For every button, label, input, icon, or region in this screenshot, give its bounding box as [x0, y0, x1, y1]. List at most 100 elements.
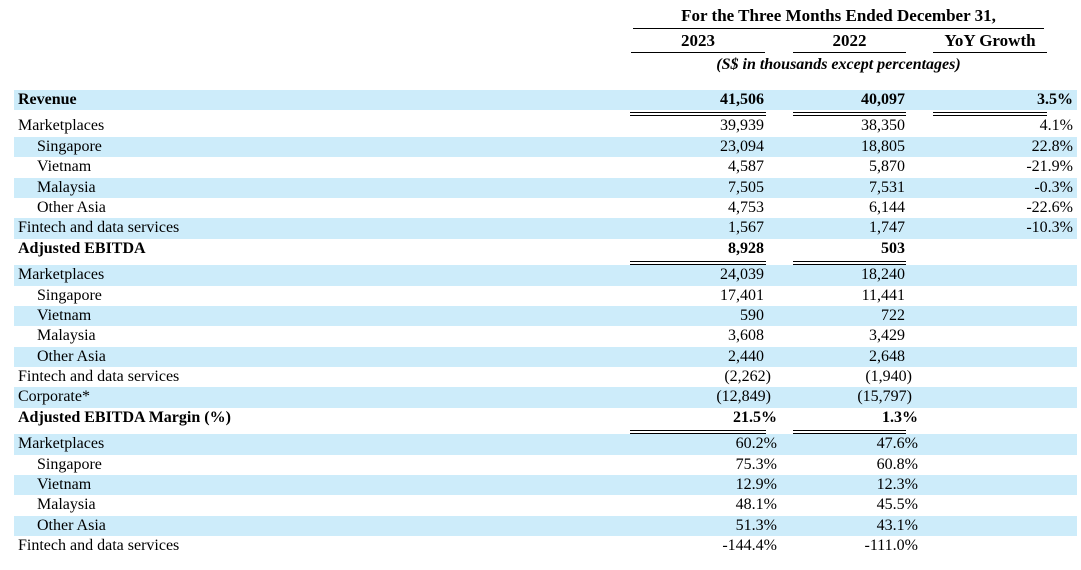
value-yoy	[905, 434, 1060, 454]
value-yoy: -22.6%	[1026, 198, 1073, 216]
row-label: Adjusted EBITDA Margin (%)	[18, 408, 231, 426]
row-label: Marketplaces	[18, 266, 105, 284]
row-label: Other Asia	[37, 198, 106, 216]
value-yoy	[905, 408, 1060, 428]
value-yoy: -10.3%	[1026, 219, 1073, 237]
value-2022: 40,097	[861, 91, 905, 108]
value-2022: 6,144	[869, 198, 905, 216]
value-2023: 12.9%	[735, 476, 777, 494]
value-2023: 48.1%	[735, 496, 777, 514]
row-right-padding	[1060, 387, 1077, 407]
table-row: Vietnam 4,587 5,870 -21.9%	[14, 157, 1077, 177]
row-right-padding	[1060, 137, 1077, 157]
value-yoy: -0.3%	[1034, 178, 1073, 196]
value-2023: 75.3%	[735, 455, 777, 473]
column-header-2022: 2022	[793, 31, 906, 53]
value-yoy: -21.9%	[1026, 158, 1073, 176]
value-yoy	[905, 516, 1060, 536]
column-header-yoy-growth: YoY Growth	[933, 31, 1047, 53]
row-label: Fintech and data services	[18, 368, 180, 386]
table-row: Fintech and data services -144.4% -111.0…	[14, 536, 1077, 556]
value-yoy	[905, 455, 1060, 475]
table-row: Fintech and data services (2,262) (1,940…	[14, 367, 1077, 387]
table-row: Marketplaces 60.2% 47.6%	[14, 434, 1077, 455]
table-row: Other Asia 2,440 2,648	[14, 346, 1077, 368]
row-label: Singapore	[37, 455, 102, 473]
row-right-padding	[1060, 367, 1077, 387]
row-label: Vietnam	[37, 306, 92, 324]
row-right-padding	[1060, 286, 1077, 306]
value-2022: 1,747	[869, 219, 905, 237]
row-label: Corporate*	[18, 388, 90, 406]
double-rule	[933, 111, 1047, 117]
table-row: Marketplaces 39,939 38,350 4.1%	[14, 116, 1077, 136]
value-2022: 18,240	[861, 266, 905, 284]
period-title: For the Three Months Ended December 31,	[633, 6, 1044, 29]
value-2022: 11,441	[861, 286, 905, 304]
row-right-padding	[1060, 495, 1077, 515]
row-right-padding	[1060, 116, 1077, 136]
table-row: Marketplaces 24,039 18,240	[14, 265, 1077, 286]
table-row: Malaysia 7,505 7,531 -0.3%	[14, 177, 1077, 198]
row-right-padding	[1060, 306, 1077, 326]
double-rule	[793, 429, 906, 435]
table-row: Singapore 75.3% 60.8%	[14, 455, 1077, 475]
value-2023: 24,039	[720, 266, 764, 284]
value-2023: (12,849)	[716, 388, 771, 406]
row-label: Other Asia	[37, 347, 106, 365]
segment-results-table: For the Three Months Ended December 31, …	[14, 6, 1077, 554]
value-2022: 43.1%	[876, 516, 918, 534]
row-right-padding	[1060, 408, 1077, 428]
value-2023: 41,506	[720, 91, 764, 108]
value-2023: 4,587	[728, 158, 764, 176]
value-yoy: 4.1%	[1039, 117, 1073, 135]
value-2023: 8,928	[728, 239, 764, 257]
value-yoy	[905, 326, 1060, 346]
row-label: Malaysia	[37, 178, 96, 196]
double-rule	[793, 111, 906, 117]
row-label: Other Asia	[37, 516, 106, 534]
table-row: Corporate* (12,849) (15,797)	[14, 387, 1077, 408]
row-label: Fintech and data services	[18, 219, 180, 237]
table-row: Fintech and data services 1,567 1,747 -1…	[14, 218, 1077, 239]
double-rule	[630, 260, 766, 266]
value-2022: 2,648	[869, 347, 905, 365]
row-right-padding	[1060, 434, 1077, 454]
value-2022: 38,350	[861, 117, 905, 135]
value-2022: 1.3%	[882, 408, 918, 426]
value-2023: 1,567	[728, 219, 764, 237]
table-body: Revenue 41,506 40,097 3.5% Marketplaces …	[14, 90, 1077, 557]
row-label: Revenue	[18, 91, 77, 108]
value-yoy	[905, 475, 1060, 495]
value-2023: 7,505	[728, 178, 764, 196]
value-2023: 51.3%	[735, 516, 777, 534]
row-right-padding	[1060, 326, 1077, 346]
row-right-padding	[1060, 347, 1077, 367]
value-yoy	[905, 347, 1060, 367]
value-2022: 3,429	[869, 327, 905, 345]
value-2023: 4,753	[728, 198, 764, 216]
row-right-padding	[1060, 516, 1077, 536]
value-2023: 60.2%	[735, 435, 777, 453]
value-2023: 590	[740, 306, 764, 324]
row-label: Malaysia	[37, 327, 96, 345]
units-note: (S$ in thousands except percentages)	[716, 56, 961, 73]
value-yoy	[905, 367, 1060, 387]
row-label: Marketplaces	[18, 117, 105, 135]
row-right-padding	[1060, 536, 1077, 556]
table-row: Malaysia 3,608 3,429	[14, 326, 1077, 346]
value-2022: 60.8%	[876, 455, 918, 473]
row-label: Marketplaces	[18, 435, 105, 453]
value-yoy	[905, 286, 1060, 306]
table-row: Other Asia 4,753 6,144 -22.6%	[14, 198, 1077, 218]
row-right-padding	[1060, 455, 1077, 475]
table-row: Malaysia 48.1% 45.5%	[14, 495, 1077, 515]
value-2022: 5,870	[869, 158, 905, 176]
table-row: Revenue 41,506 40,097 3.5%	[14, 90, 1077, 117]
value-yoy	[905, 265, 1060, 285]
table-header: For the Three Months Ended December 31, …	[14, 6, 1077, 90]
table-row: Vietnam 590 722	[14, 305, 1077, 327]
value-2023: 17,401	[720, 286, 764, 304]
value-2022: (15,797)	[857, 388, 912, 406]
row-label: Malaysia	[37, 496, 96, 514]
